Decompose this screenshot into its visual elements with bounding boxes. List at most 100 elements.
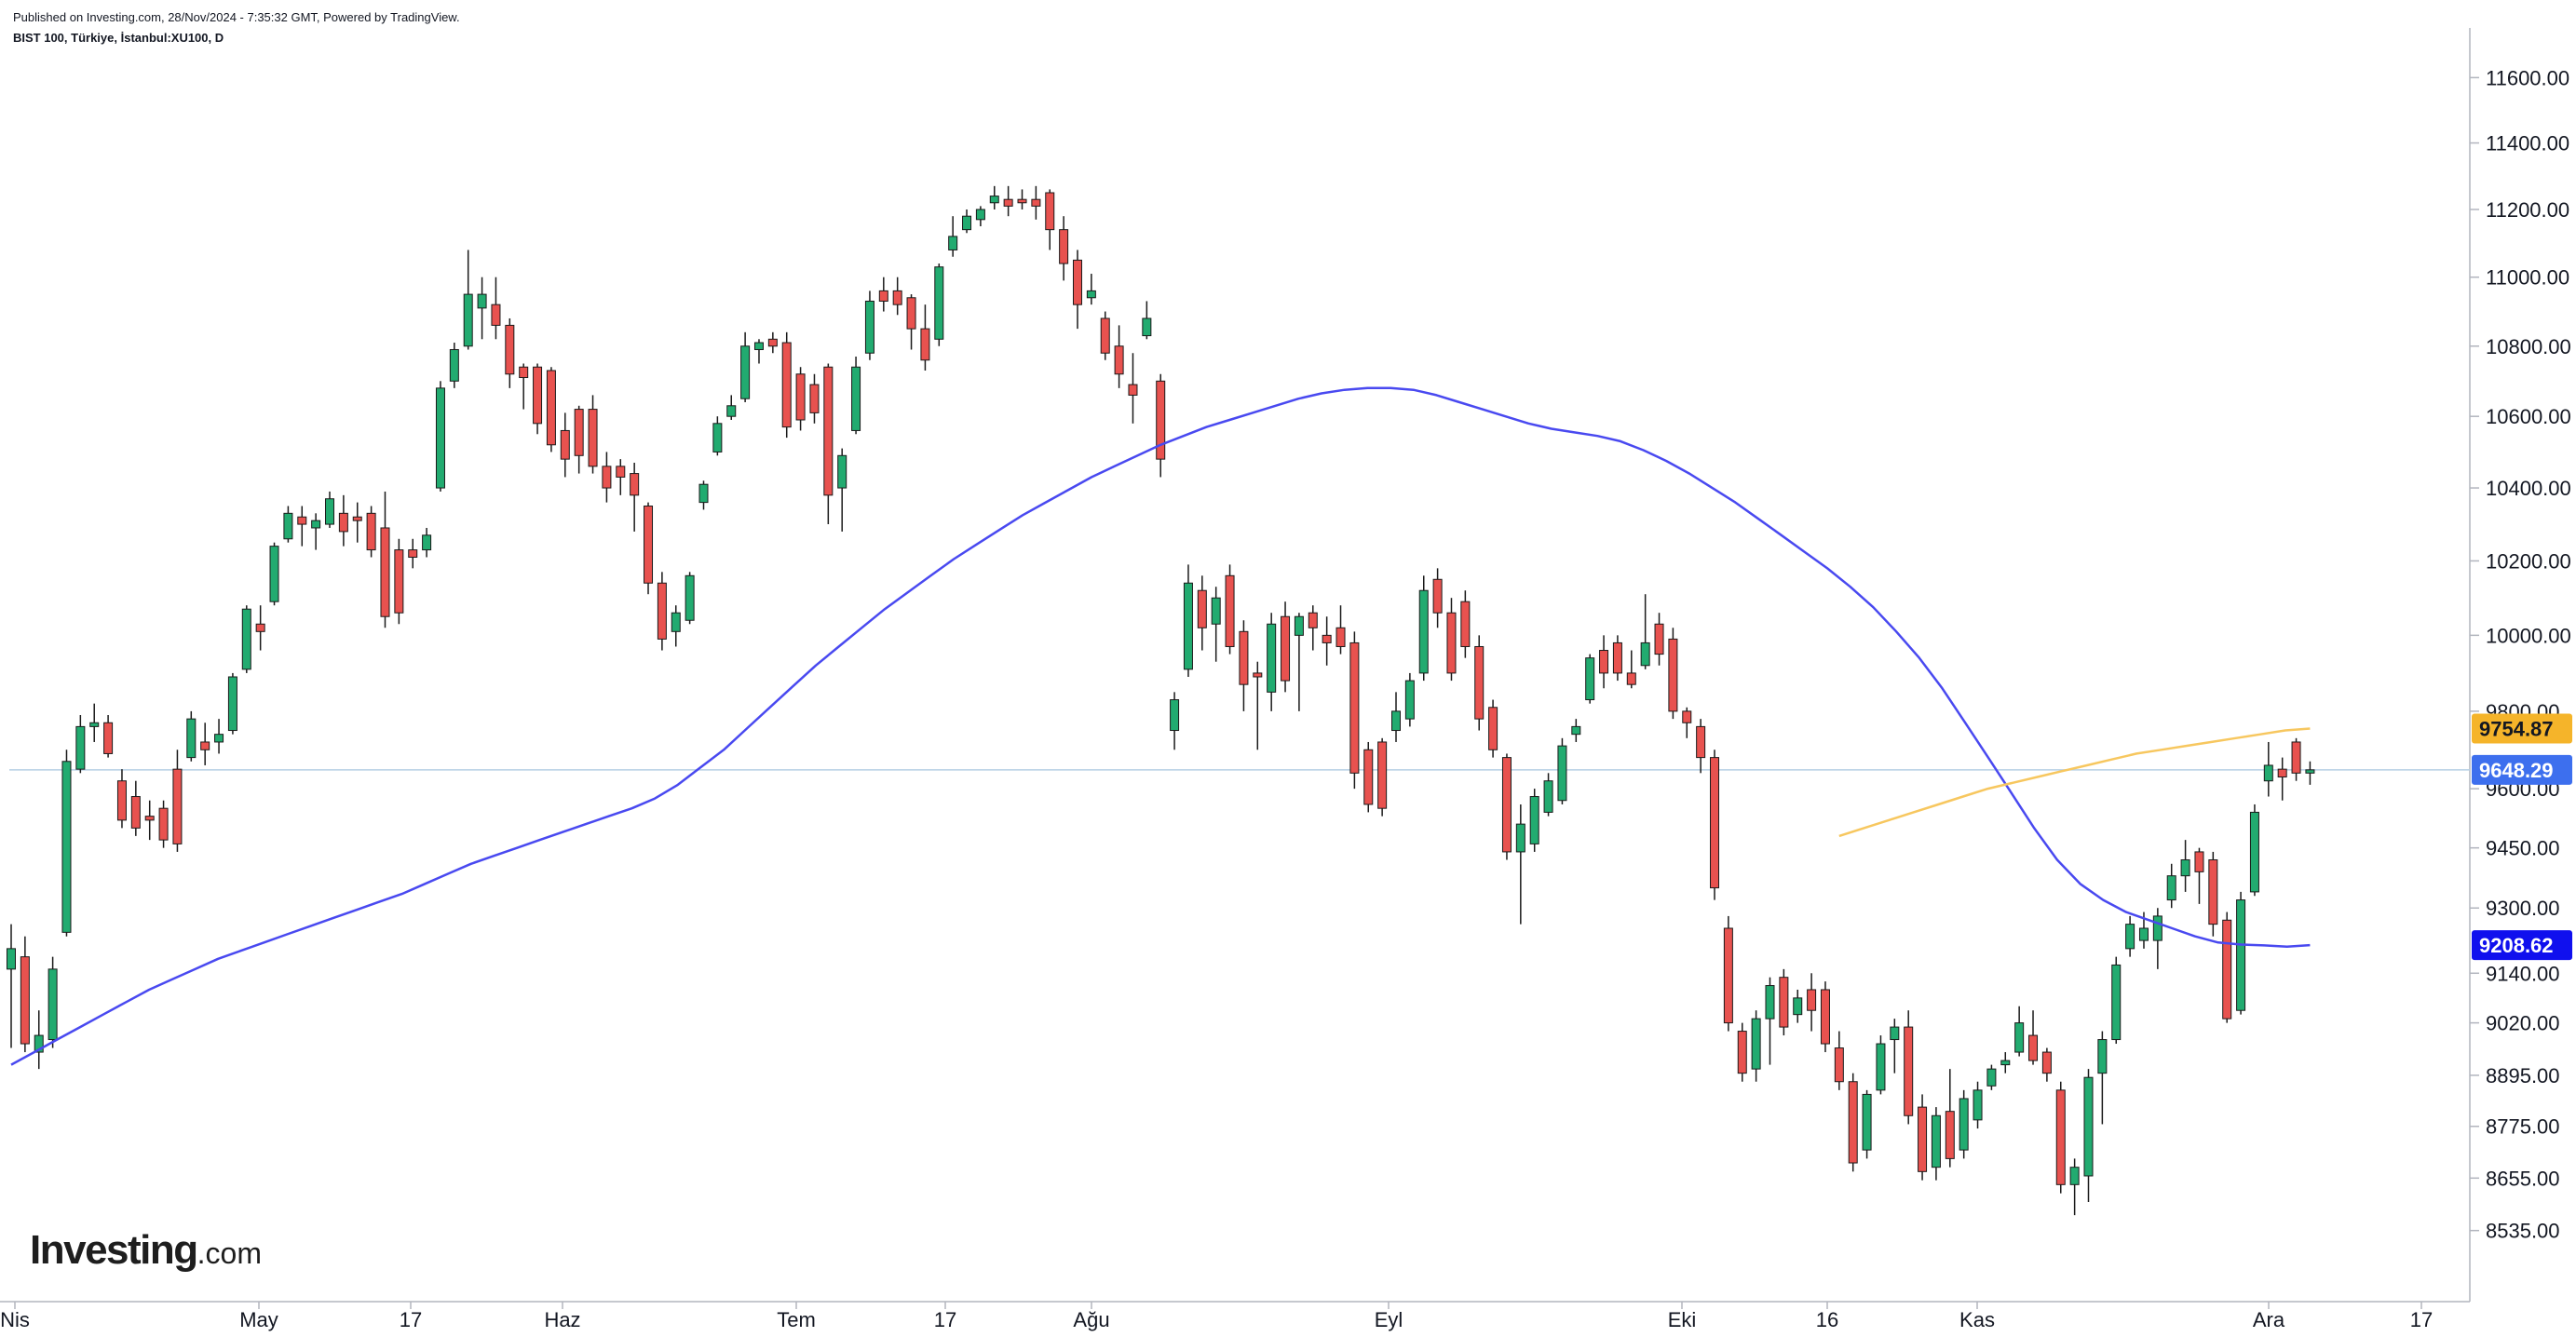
x-tick-label: Eki xyxy=(1668,1308,1697,1331)
candle-body-up xyxy=(753,342,764,350)
x-tick-label: May xyxy=(239,1308,278,1331)
candle-body-down xyxy=(588,409,598,467)
candle xyxy=(1335,605,1346,655)
candle-body-up xyxy=(2138,927,2149,941)
candle-body-down xyxy=(116,780,127,821)
candle xyxy=(338,494,348,547)
price-badge-bg xyxy=(2472,754,2572,785)
candle-body-down xyxy=(2041,1051,2052,1074)
candle-body-up xyxy=(89,722,100,727)
candle xyxy=(380,491,390,628)
candle-body-up xyxy=(2111,964,2122,1041)
y-tick-label: 9450.00 xyxy=(2486,837,2560,860)
candle xyxy=(1585,654,1595,704)
candle-body-up xyxy=(1973,1089,1983,1121)
y-tick-label: 8775.00 xyxy=(2486,1115,2560,1139)
candle-body-up xyxy=(2069,1167,2080,1185)
candle-body-down xyxy=(1100,317,1110,354)
candle xyxy=(795,367,806,431)
candle-body-down xyxy=(892,290,902,305)
candle-body-down xyxy=(560,429,570,460)
x-tick-label: Kas xyxy=(1959,1308,1995,1331)
candle xyxy=(948,216,958,257)
y-axis-ticks: 11600.00 11400.00 11200.00 11000.00 10800.00… xyxy=(2470,66,2571,1243)
candle xyxy=(574,405,584,474)
candle-body-down xyxy=(200,741,210,750)
candle xyxy=(144,800,155,841)
candle-body-down xyxy=(1599,650,1609,674)
candle xyxy=(1086,274,1096,305)
candle xyxy=(519,363,529,410)
candle xyxy=(1239,620,1249,711)
candle-body-down xyxy=(1072,259,1082,305)
candle xyxy=(449,343,459,388)
price-badge-bg xyxy=(2472,713,2572,744)
candle xyxy=(1322,616,1332,666)
candle xyxy=(1501,753,1512,860)
candle xyxy=(1377,737,1388,817)
candle-body-down xyxy=(602,466,612,489)
y-tick-label: 8535.00 xyxy=(2486,1220,2560,1243)
candle-body-down xyxy=(1820,989,1830,1045)
candle-body-up xyxy=(1571,725,1581,736)
candle-body-down xyxy=(338,512,348,533)
candle-body-down xyxy=(1654,623,1664,655)
candle-body-up xyxy=(948,236,958,250)
candle-body-down xyxy=(505,324,515,375)
candle-body-up xyxy=(934,266,944,340)
candle-body-up xyxy=(1211,597,1221,625)
candle xyxy=(560,412,570,478)
candle-body-up xyxy=(2125,924,2135,950)
candle xyxy=(2152,908,2162,969)
x-tick-label: Haz xyxy=(544,1308,580,1331)
candle-body-up xyxy=(477,293,487,309)
candle xyxy=(1973,1081,1983,1129)
candle xyxy=(1986,1064,1997,1090)
candle-body-up xyxy=(2000,1060,2011,1066)
candle xyxy=(408,538,418,569)
candle xyxy=(1779,968,1789,1036)
candle xyxy=(1737,1022,1747,1082)
candle xyxy=(533,363,543,435)
candle-body-up xyxy=(2152,915,2162,941)
candle-body-down xyxy=(2291,741,2301,774)
candle-body-down xyxy=(1308,612,1318,628)
candle xyxy=(906,294,916,350)
x-tick-label: 16 xyxy=(1816,1308,1838,1331)
candle-body-up xyxy=(851,366,861,431)
candle xyxy=(1418,575,1429,682)
candle-body-down xyxy=(1156,380,1166,460)
candle-body-down xyxy=(2055,1089,2066,1185)
candle xyxy=(892,277,902,316)
candle-body-up xyxy=(1529,796,1539,844)
candle-body-down xyxy=(630,473,640,496)
candle xyxy=(463,250,473,350)
candle xyxy=(1876,1035,1886,1095)
candle-body-down xyxy=(1834,1047,1844,1083)
candle-body-down xyxy=(297,516,307,525)
candle-body-down xyxy=(1335,627,1346,647)
candle xyxy=(89,703,100,742)
candle xyxy=(823,363,834,525)
candle xyxy=(2097,1031,2108,1125)
candle-body-down xyxy=(1114,345,1124,375)
candle xyxy=(1170,692,1180,750)
candle-body-down xyxy=(906,297,916,330)
candle-body-down xyxy=(366,512,376,551)
candle xyxy=(1474,635,1485,731)
candle xyxy=(47,956,58,1048)
candle-body-up xyxy=(975,209,985,221)
candle-body-up xyxy=(2305,769,2315,774)
candle-body-down xyxy=(920,328,930,361)
price-badge-last: 9648.29 xyxy=(2472,754,2572,785)
moving-averages xyxy=(10,386,2311,1066)
candle xyxy=(172,750,183,852)
price-badge-yellow: 9754.87 xyxy=(2472,713,2572,744)
candle xyxy=(366,506,376,558)
y-tick-label: 9020.00 xyxy=(2486,1012,2560,1035)
candle xyxy=(920,304,930,371)
candle xyxy=(1529,789,1539,852)
candle-body-down xyxy=(20,956,30,1045)
candle xyxy=(34,1010,44,1070)
